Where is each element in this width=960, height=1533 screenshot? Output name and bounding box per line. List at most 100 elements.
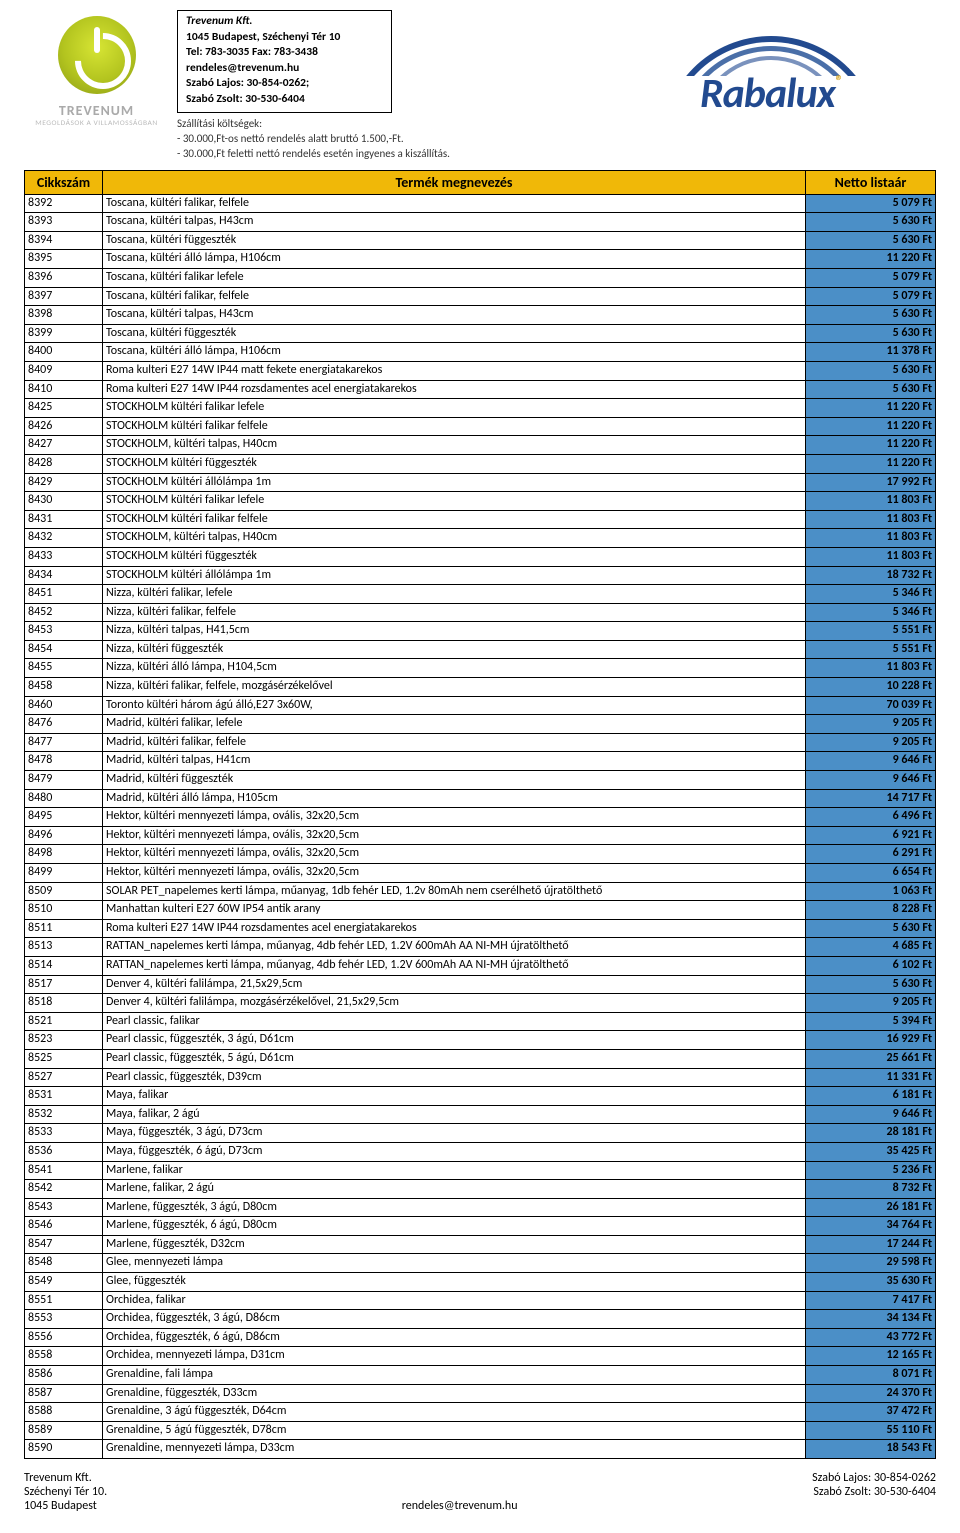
cell-price: 34 134 Ft	[806, 1310, 936, 1329]
table-row: 8427STOCKHOLM, kültéri talpas, H40cm11 2…	[25, 436, 936, 455]
table-row: 8543Marlene, függeszték, 3 ágú, D80cm26 …	[25, 1198, 936, 1217]
table-row: 8454Nizza, kültéri függeszték5 551 Ft	[25, 640, 936, 659]
cell-code: 8398	[25, 306, 103, 325]
cell-code: 8553	[25, 1310, 103, 1329]
table-row: 8395Toscana, kültéri álló lámpa, H106cm1…	[25, 250, 936, 269]
cell-name: STOCKHOLM kültéri falikar felfele	[103, 417, 806, 436]
cell-name: STOCKHOLM, kültéri talpas, H40cm	[103, 436, 806, 455]
cell-name: RATTAN_napelemes kerti lámpa, műanyag, 4…	[103, 956, 806, 975]
cell-name: STOCKHOLM kültéri állólámpa 1m	[103, 566, 806, 585]
cell-code: 8542	[25, 1180, 103, 1199]
cell-code: 8499	[25, 864, 103, 883]
cell-code: 8517	[25, 975, 103, 994]
table-row: 8397Toscana, kültéri falikar, felfele5 0…	[25, 287, 936, 306]
cell-code: 8453	[25, 622, 103, 641]
cell-code: 8496	[25, 826, 103, 845]
cell-price: 5 630 Ft	[806, 380, 936, 399]
cell-price: 6 654 Ft	[806, 864, 936, 883]
cell-name: Madrid, kültéri falikar, lefele	[103, 715, 806, 734]
table-row: 8394Toscana, kültéri függeszték5 630 Ft	[25, 231, 936, 250]
cell-price: 6 291 Ft	[806, 845, 936, 864]
cell-price: 18 543 Ft	[806, 1440, 936, 1459]
cell-name: STOCKHOLM kültéri falikar lefele	[103, 492, 806, 511]
cell-name: Marlene, falikar	[103, 1161, 806, 1180]
cell-name: Madrid, kültéri álló lámpa, H105cm	[103, 789, 806, 808]
cell-price: 4 685 Ft	[806, 938, 936, 957]
cell-name: Grenaldine, függeszték, D33cm	[103, 1384, 806, 1403]
table-row: 8432STOCKHOLM, kültéri talpas, H40cm11 8…	[25, 529, 936, 548]
cell-name: Orchidea, falikar	[103, 1291, 806, 1310]
cell-name: Toscana, kültéri falikar lefele	[103, 269, 806, 288]
cell-code: 8513	[25, 938, 103, 957]
cell-code: 8409	[25, 361, 103, 380]
cell-code: 8454	[25, 640, 103, 659]
cell-price: 7 417 Ft	[806, 1291, 936, 1310]
table-row: 8588Grenaldine, 3 ágú függeszték, D64cm3…	[25, 1403, 936, 1422]
cell-price: 35 630 Ft	[806, 1273, 936, 1292]
cell-code: 8430	[25, 492, 103, 511]
brand-logo: Rabalux®	[606, 10, 936, 162]
table-row: 8509SOLAR PET_napelemes kerti lámpa, műa…	[25, 882, 936, 901]
cell-name: STOCKHOLM kültéri állólámpa 1m	[103, 473, 806, 492]
table-row: 8517Denver 4, kültéri falilámpa, 21,5x29…	[25, 975, 936, 994]
cell-price: 8 732 Ft	[806, 1180, 936, 1199]
cell-name: Hektor, kültéri mennyezeti lámpa, ovális…	[103, 808, 806, 827]
cell-name: Toscana, kültéri függeszték	[103, 324, 806, 343]
cell-price: 10 228 Ft	[806, 678, 936, 697]
cell-name: Hektor, kültéri mennyezeti lámpa, ovális…	[103, 845, 806, 864]
cell-price: 11 803 Ft	[806, 547, 936, 566]
footer-street: Széchenyi Tér 10.	[24, 1485, 107, 1499]
cell-code: 8455	[25, 659, 103, 678]
cell-code: 8498	[25, 845, 103, 864]
cell-name: Toscana, kültéri álló lámpa, H106cm	[103, 343, 806, 362]
cell-code: 8521	[25, 1012, 103, 1031]
cell-price: 11 220 Ft	[806, 436, 936, 455]
company-name: Trevenum Kft.	[186, 14, 383, 30]
cell-code: 8429	[25, 473, 103, 492]
footer-right: Szabó Lajos: 30-854-0262 Szabó Zsolt: 30…	[812, 1471, 936, 1513]
cell-code: 8548	[25, 1254, 103, 1273]
table-row: 8396Toscana, kültéri falikar lefele5 079…	[25, 269, 936, 288]
col-header-name: Termék megnevezés	[103, 170, 806, 194]
table-row: 8433STOCKHOLM kültéri függeszték11 803 F…	[25, 547, 936, 566]
table-row: 8399Toscana, kültéri függeszték5 630 Ft	[25, 324, 936, 343]
table-row: 8393Toscana, kültéri talpas, H43cm5 630 …	[25, 213, 936, 232]
cell-name: Orchidea, függeszték, 6 ágú, D86cm	[103, 1328, 806, 1347]
table-row: 8398Toscana, kültéri talpas, H43cm5 630 …	[25, 306, 936, 325]
cell-price: 28 181 Ft	[806, 1124, 936, 1143]
cell-price: 35 425 Ft	[806, 1142, 936, 1161]
cell-name: STOCKHOLM kültéri függeszték	[103, 547, 806, 566]
shipping-line2: - 30.000,Ft feletti nettó rendelés eseté…	[177, 147, 450, 162]
cell-code: 8551	[25, 1291, 103, 1310]
cell-price: 5 551 Ft	[806, 640, 936, 659]
table-row: 8551Orchidea, falikar7 417 Ft	[25, 1291, 936, 1310]
col-header-price: Netto listaár	[806, 170, 936, 194]
cell-price: 5 630 Ft	[806, 975, 936, 994]
table-row: 8434STOCKHOLM kültéri állólámpa 1m18 732…	[25, 566, 936, 585]
cell-name: Marlene, függeszték, D32cm	[103, 1235, 806, 1254]
table-row: 8495Hektor, kültéri mennyezeti lámpa, ov…	[25, 808, 936, 827]
cell-price: 11 803 Ft	[806, 529, 936, 548]
cell-code: 8451	[25, 585, 103, 604]
cell-code: 8556	[25, 1328, 103, 1347]
cell-code: 8514	[25, 956, 103, 975]
table-row: 8429STOCKHOLM kültéri állólámpa 1m17 992…	[25, 473, 936, 492]
cell-name: Grenaldine, mennyezeti lámpa, D33cm	[103, 1440, 806, 1459]
footer-center: rendeles@trevenum.hu	[107, 1499, 812, 1513]
cell-price: 11 220 Ft	[806, 417, 936, 436]
cell-code: 8434	[25, 566, 103, 585]
table-row: 8392Toscana, kültéri falikar, felfele5 0…	[25, 194, 936, 213]
shipping-title: Szállítási költségek:	[177, 117, 450, 132]
table-row: 8496Hektor, kültéri mennyezeti lámpa, ov…	[25, 826, 936, 845]
cell-code: 8428	[25, 454, 103, 473]
table-row: 8536Maya, függeszték, 6 ágú, D73cm35 425…	[25, 1142, 936, 1161]
cell-name: Grenaldine, 3 ágú függeszték, D64cm	[103, 1403, 806, 1422]
table-row: 8558Orchidea, mennyezeti lámpa, D31cm12 …	[25, 1347, 936, 1366]
cell-name: Manhattan kulteri E27 60W IP54 antik ara…	[103, 901, 806, 920]
cell-name: Denver 4, kültéri falilámpa, mozgásérzék…	[103, 994, 806, 1013]
cell-code: 8587	[25, 1384, 103, 1403]
cell-price: 5 630 Ft	[806, 231, 936, 250]
cell-code: 8431	[25, 510, 103, 529]
cell-price: 9 205 Ft	[806, 715, 936, 734]
table-row: 8455Nizza, kültéri álló lámpa, H104,5cm1…	[25, 659, 936, 678]
